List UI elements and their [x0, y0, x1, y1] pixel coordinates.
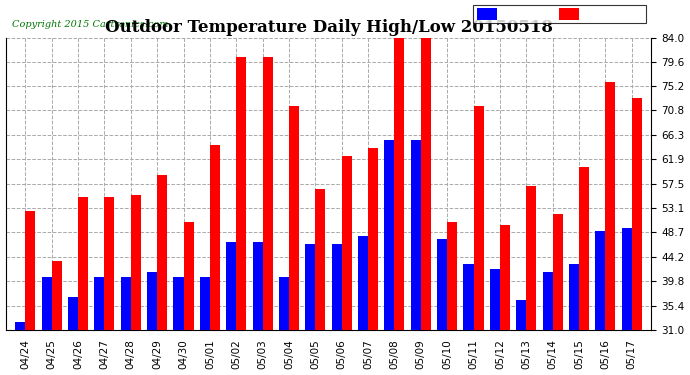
Bar — [226, 242, 236, 375]
Bar — [490, 269, 500, 375]
Title: Outdoor Temperature Daily High/Low 20150518: Outdoor Temperature Daily High/Low 20150… — [104, 19, 553, 36]
Bar — [52, 261, 61, 375]
Bar — [595, 231, 605, 375]
Bar — [147, 272, 157, 375]
Bar — [569, 264, 579, 375]
Bar — [173, 278, 184, 375]
Bar — [542, 272, 553, 375]
Bar — [632, 98, 642, 375]
Bar — [579, 167, 589, 375]
Bar — [210, 145, 220, 375]
Bar — [437, 239, 447, 375]
Bar — [368, 148, 378, 375]
Bar — [157, 176, 167, 375]
Bar — [315, 189, 326, 375]
Bar — [253, 242, 263, 375]
Bar — [473, 106, 484, 375]
Bar — [200, 278, 210, 375]
Bar — [95, 278, 104, 375]
Bar — [121, 278, 131, 375]
Bar — [236, 57, 246, 375]
Bar — [78, 198, 88, 375]
Bar — [605, 82, 615, 375]
Bar — [464, 264, 473, 375]
Bar — [263, 57, 273, 375]
Bar — [622, 228, 632, 375]
Bar — [15, 322, 26, 375]
Bar — [421, 38, 431, 375]
Bar — [131, 195, 141, 375]
Bar — [289, 106, 299, 375]
Bar — [447, 222, 457, 375]
Bar — [332, 244, 342, 375]
Bar — [384, 140, 395, 375]
Bar — [279, 278, 289, 375]
Bar — [526, 186, 536, 375]
Bar — [395, 38, 404, 375]
Bar — [305, 244, 315, 375]
Bar — [411, 140, 421, 375]
Bar — [104, 198, 115, 375]
Bar — [26, 211, 35, 375]
Bar — [553, 214, 562, 375]
Bar — [68, 297, 78, 375]
Text: Copyright 2015 Cartronics.com: Copyright 2015 Cartronics.com — [12, 20, 168, 29]
Bar — [516, 300, 526, 375]
Legend: Low  (°F), High  (°F): Low (°F), High (°F) — [473, 5, 646, 23]
Bar — [184, 222, 193, 375]
Bar — [342, 156, 352, 375]
Bar — [41, 278, 52, 375]
Bar — [500, 225, 510, 375]
Bar — [358, 236, 368, 375]
